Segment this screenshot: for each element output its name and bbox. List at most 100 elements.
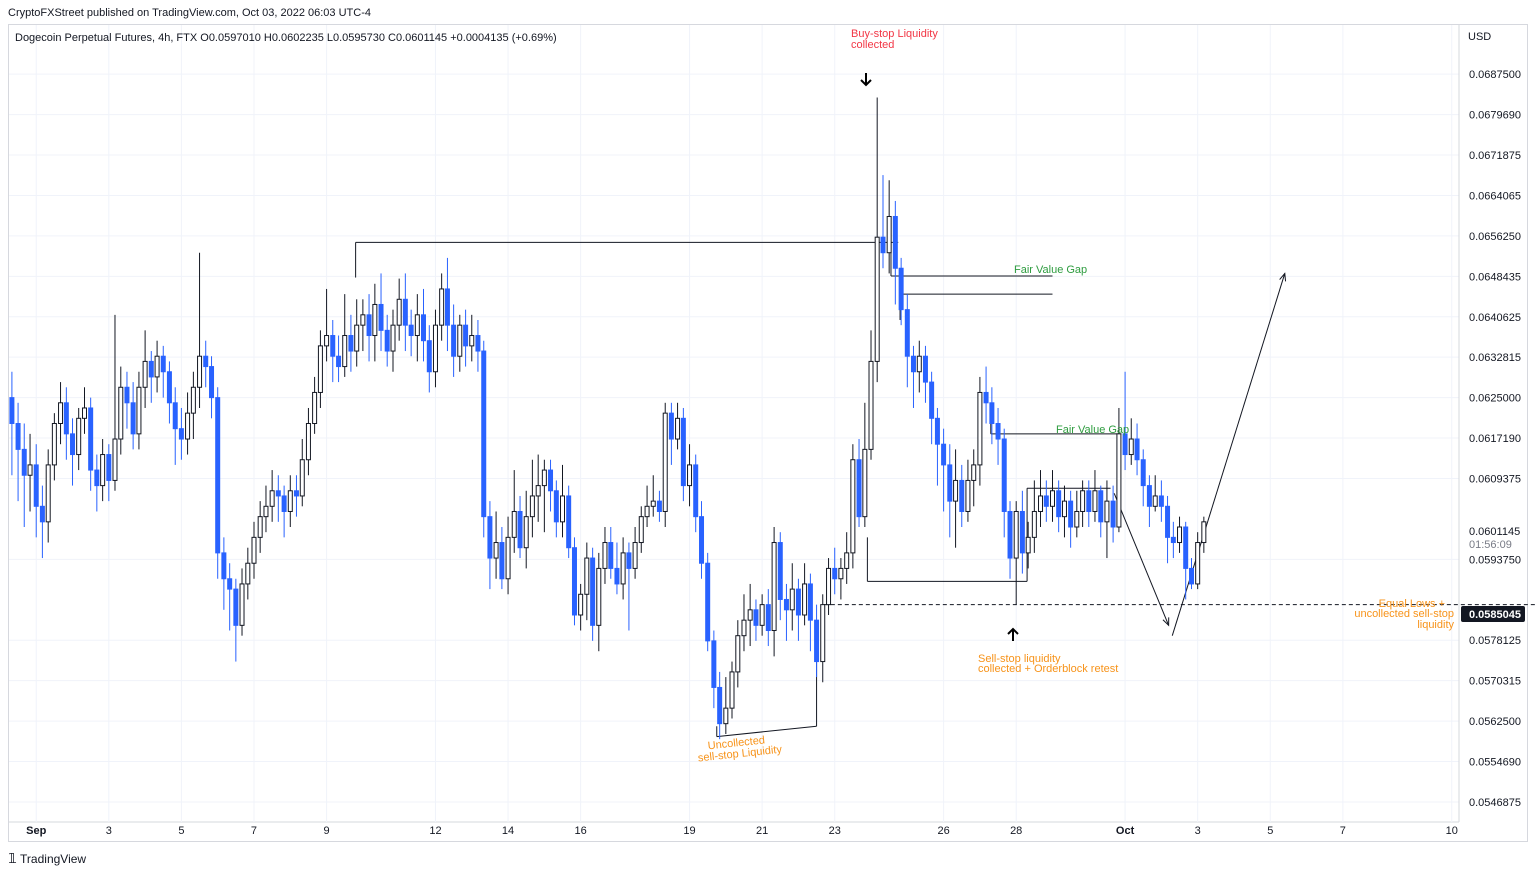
candle-body xyxy=(1110,500,1116,528)
candle-body xyxy=(166,371,172,404)
candle-up xyxy=(874,97,880,383)
candle-body xyxy=(215,397,221,554)
candle-body xyxy=(596,567,602,626)
candle-body xyxy=(299,459,305,497)
candle-body xyxy=(94,469,100,487)
candle-body xyxy=(741,619,747,637)
candle-up xyxy=(965,459,971,522)
candle-down xyxy=(777,532,783,621)
candle-body xyxy=(469,335,475,347)
candle-down xyxy=(366,294,372,362)
candle-down xyxy=(215,387,221,579)
candle-body xyxy=(1098,490,1104,523)
candle-up xyxy=(439,273,445,341)
candle-down xyxy=(160,345,166,398)
candle-body xyxy=(457,324,463,357)
candle-body xyxy=(402,298,408,326)
candle-body xyxy=(892,215,898,269)
candle-up xyxy=(1177,516,1183,553)
candle-down xyxy=(783,583,789,641)
candle-up xyxy=(511,470,517,553)
y-tick-label: 0.0617190 xyxy=(1469,433,1521,445)
candle-down xyxy=(807,573,813,652)
x-tick-label: 7 xyxy=(1340,825,1346,837)
candle-body xyxy=(850,459,856,554)
candle-up xyxy=(820,594,826,683)
candle-down xyxy=(106,444,112,502)
footer-branding: 𝟙 TradingView xyxy=(8,851,86,867)
candle-up xyxy=(263,485,269,533)
candle-up xyxy=(844,532,850,584)
candle-up xyxy=(741,594,747,652)
candle-body xyxy=(124,386,130,404)
x-tick-label: 5 xyxy=(1267,825,1273,837)
candle-down xyxy=(124,371,130,429)
candle-down xyxy=(293,475,299,517)
candle-up xyxy=(541,459,547,533)
candle-body xyxy=(197,355,203,388)
candle-up xyxy=(638,506,644,553)
candle-down xyxy=(408,309,414,357)
candle-down xyxy=(33,444,39,538)
candle-up xyxy=(142,330,148,408)
chart-frame xyxy=(8,24,1528,842)
candle-body xyxy=(802,583,808,616)
candle-body xyxy=(571,547,577,616)
candle-up xyxy=(245,547,251,600)
candle-body xyxy=(590,557,596,626)
candle-body xyxy=(638,516,644,544)
x-tick-label: 21 xyxy=(756,825,768,837)
candle-down xyxy=(517,495,523,559)
candle-body xyxy=(100,454,106,487)
candle-body xyxy=(844,552,850,569)
candle-body xyxy=(493,542,499,559)
candle-body xyxy=(1068,500,1074,528)
candle-up xyxy=(675,402,681,450)
candle-body xyxy=(15,423,21,450)
candle-down xyxy=(553,480,559,538)
candle-up xyxy=(312,376,318,434)
candle-up xyxy=(305,407,311,476)
candle-body xyxy=(1122,433,1128,456)
fair-value-gap-1-label: Fair Value Gap xyxy=(1014,264,1087,276)
candle-down xyxy=(989,387,995,445)
candle-down xyxy=(15,402,21,502)
grid-layer xyxy=(9,25,1460,823)
candle-body xyxy=(1025,536,1031,554)
candle-down xyxy=(995,407,1001,465)
candle-body xyxy=(759,604,765,626)
candle-body xyxy=(735,635,741,673)
fair-value-gap-2-label: Fair Value Gap xyxy=(1056,424,1129,436)
equal-lows-price-label: 0.0585045 xyxy=(1469,609,1521,621)
candle-body xyxy=(185,412,191,440)
tradingview-logo-icon: 𝟙 xyxy=(8,851,17,866)
x-tick-label: 9 xyxy=(324,825,330,837)
y-tick-label: 0.0632815 xyxy=(1469,352,1521,364)
candle-body xyxy=(148,360,154,378)
projection-up-arrowhead xyxy=(1279,272,1287,282)
candle-down xyxy=(959,464,965,528)
candle-body xyxy=(1170,536,1176,544)
candle-body xyxy=(789,588,795,611)
candle-body xyxy=(251,536,257,564)
candle-down xyxy=(705,552,711,652)
candle-down xyxy=(402,273,408,352)
candle-body xyxy=(578,593,584,616)
candle-up xyxy=(287,475,293,528)
candle-up xyxy=(354,299,360,367)
candle-up xyxy=(523,490,529,569)
candle-body xyxy=(1007,510,1013,559)
candle-body xyxy=(414,314,420,337)
candle-down xyxy=(832,547,838,595)
candle-body xyxy=(1201,521,1207,544)
candle-down xyxy=(336,335,342,383)
candle-down xyxy=(1158,480,1164,522)
candle-down xyxy=(1019,490,1025,574)
candle-body xyxy=(239,583,245,626)
candle-down xyxy=(221,537,227,610)
candle-body xyxy=(118,386,124,440)
candle-up xyxy=(457,314,463,372)
candle-body xyxy=(426,340,432,373)
candle-body xyxy=(21,448,27,476)
